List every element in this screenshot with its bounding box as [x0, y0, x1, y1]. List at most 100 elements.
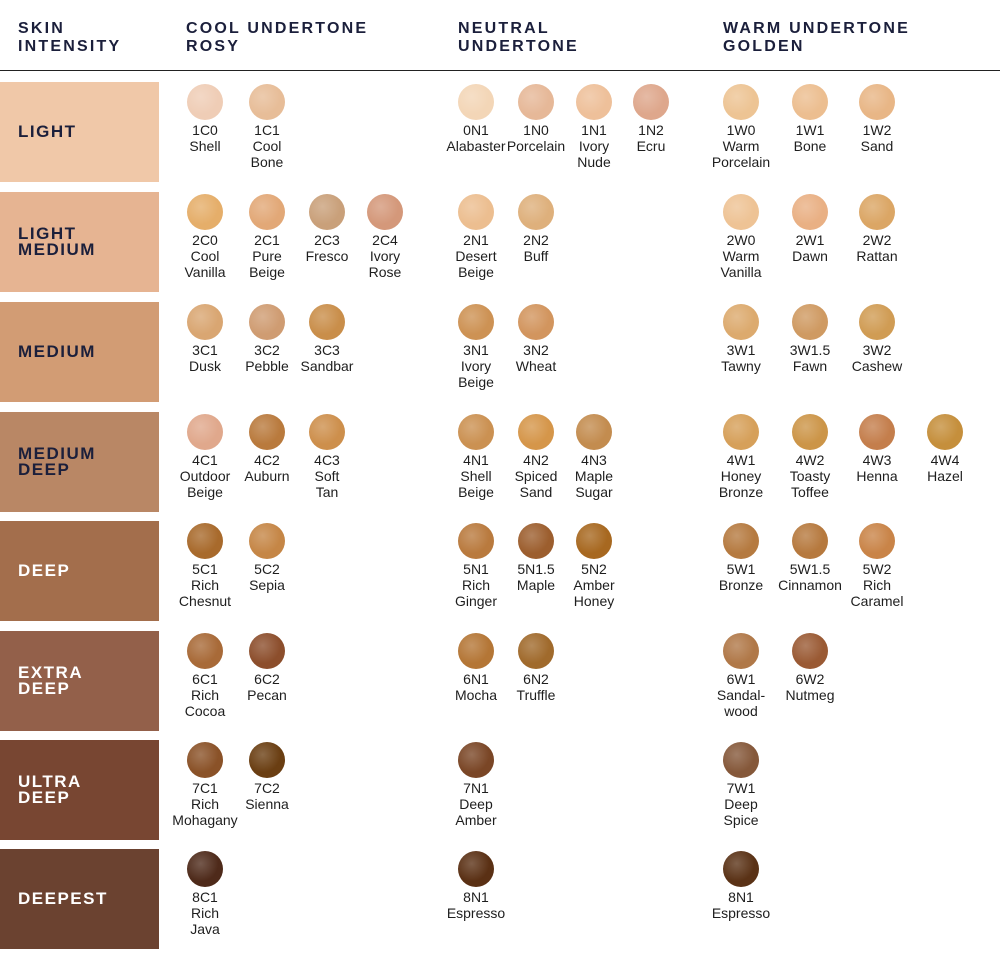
shade-color-dot [723, 851, 759, 887]
shade-swatch[interactable]: 3N1 Ivory Beige [441, 304, 511, 390]
shade-swatch[interactable]: 4C3 Soft Tan [292, 414, 362, 500]
shade-code: 1C1 [254, 122, 280, 138]
shade-code: 5W1 [726, 561, 756, 577]
shade-swatch[interactable]: 5N1 Rich Ginger [441, 523, 511, 609]
shade-swatch[interactable]: 8C1 Rich Java [170, 851, 240, 937]
shade-swatch[interactable]: 3W1.5 Fawn [775, 304, 845, 374]
shade-name: Maple Sugar [574, 468, 614, 500]
shade-swatch[interactable]: 8N1 Espresso [706, 851, 776, 921]
shade-swatch[interactable]: 7C2 Sienna [232, 742, 302, 812]
shade-swatch[interactable]: 5C1 Rich Chesnut [170, 523, 240, 609]
header-cool-undertone-line1: COOL UNDERTONE [186, 20, 369, 37]
shade-color-dot [187, 851, 223, 887]
shade-swatch[interactable]: 5C2 Sepia [232, 523, 302, 593]
intensity-label: DEEPEST [18, 890, 108, 907]
shade-swatch[interactable]: 5W1 Bronze [706, 523, 776, 593]
shade-swatch[interactable]: 2C3 Fresco [292, 194, 362, 264]
shade-swatch[interactable]: 3N2 Wheat [501, 304, 571, 374]
shade-swatch[interactable]: 1W1 Bone [775, 84, 845, 154]
shade-code: 5W2 [862, 561, 892, 577]
shade-swatch[interactable]: 6C1 Rich Cocoa [170, 633, 240, 719]
shade-swatch[interactable]: 6N2 Truffle [501, 633, 571, 703]
shade-swatch[interactable]: 5N1.5 Maple [501, 523, 571, 593]
shade-swatch[interactable]: 3C3 Sandbar [292, 304, 362, 374]
shade-color-dot [187, 523, 223, 559]
shade-swatch[interactable]: 7C1 Rich Mohagany [170, 742, 240, 828]
shade-swatch[interactable]: 3C1 Dusk [170, 304, 240, 374]
shade-name: Cashew [851, 358, 903, 374]
shade-swatch[interactable]: 2N2 Buff [501, 194, 571, 264]
shade-code: 4W3 [862, 452, 892, 468]
shade-swatch[interactable]: 3C2 Pebble [232, 304, 302, 374]
shade-swatch[interactable]: 2C0 Cool Vanilla [170, 194, 240, 280]
shade-code: 6C2 [254, 671, 280, 687]
shade-swatch[interactable]: 6N1 Mocha [441, 633, 511, 703]
shade-code: 8C1 [192, 889, 218, 905]
shade-code: 7C2 [254, 780, 280, 796]
shade-name: Spiced Sand [514, 468, 558, 500]
shade-name: Rattan [856, 248, 898, 264]
shade-swatch[interactable]: 2C4 Ivory Rose [350, 194, 420, 280]
shade-swatch[interactable]: 3W1 Tawny [706, 304, 776, 374]
shade-swatch[interactable]: 4C2 Auburn [232, 414, 302, 484]
shade-name: Ivory Nude [577, 138, 611, 170]
shade-swatch[interactable]: 2W0 Warm Vanilla [706, 194, 776, 280]
shade-name: Dusk [189, 358, 221, 374]
shade-swatch[interactable]: 4W4 Hazel [910, 414, 980, 484]
shade-name: Dawn [792, 248, 828, 264]
shade-name: Espresso [711, 905, 771, 921]
shade-name: Truffle [516, 687, 556, 703]
shade-code: 6C1 [192, 671, 218, 687]
shade-swatch[interactable]: 8N1 Espresso [441, 851, 511, 921]
shade-name: Sandal- wood [716, 687, 766, 719]
shade-swatch[interactable]: 4W2 Toasty Toffee [775, 414, 845, 500]
header-cool-undertone: COOL UNDERTONE ROSY [186, 20, 368, 56]
shade-name: Shell Beige [458, 468, 494, 500]
shade-color-dot [458, 84, 494, 120]
shade-swatch[interactable]: 1N0 Porcelain [501, 84, 571, 154]
shade-swatch[interactable]: 4W1 Honey Bronze [706, 414, 776, 500]
shade-swatch[interactable]: 7W1 Deep Spice [706, 742, 776, 828]
shade-swatch[interactable]: 6W1 Sandal- wood [706, 633, 776, 719]
shade-swatch[interactable]: 4W3 Henna [842, 414, 912, 484]
shade-color-dot [249, 414, 285, 450]
shade-color-dot [859, 523, 895, 559]
shade-swatch[interactable]: 1W2 Sand [842, 84, 912, 154]
shade-swatch[interactable]: 2N1 Desert Beige [441, 194, 511, 280]
shade-swatch[interactable]: 1N1 Ivory Nude [559, 84, 629, 170]
header-cool-undertone-line2: ROSY [186, 38, 241, 55]
intensity-label-line: DEEP [18, 679, 71, 698]
shade-code: 7C1 [192, 780, 218, 796]
shade-swatch[interactable]: 6C2 Pecan [232, 633, 302, 703]
shade-swatch[interactable]: 7N1 Deep Amber [441, 742, 511, 828]
shade-code: 3W2 [862, 342, 892, 358]
shade-code: 2W1 [795, 232, 825, 248]
shade-swatch[interactable]: 1C0 Shell [170, 84, 240, 154]
shade-swatch[interactable]: 2C1 Pure Beige [232, 194, 302, 280]
intensity-label-line: DEEP [18, 460, 71, 479]
shade-swatch[interactable]: 1C1 Cool Bone [232, 84, 302, 170]
shade-swatch[interactable]: 6W2 Nutmeg [775, 633, 845, 703]
shade-swatch[interactable]: 1N2 Ecru [616, 84, 686, 154]
shade-code: 3W1.5 [789, 342, 831, 358]
intensity-label-line: DEEP [18, 561, 71, 580]
shade-name: Hazel [927, 468, 963, 484]
shade-swatch[interactable]: 5W1.5 Cinnamon [775, 523, 845, 593]
shade-swatch[interactable]: 1W0 Warm Porcelain [706, 84, 776, 170]
shade-swatch[interactable]: 4N1 Shell Beige [441, 414, 511, 500]
shade-swatch[interactable]: 5N2 Amber Honey [559, 523, 629, 609]
shade-swatch[interactable]: 5W2 Rich Caramel [842, 523, 912, 609]
shade-swatch[interactable]: 2W1 Dawn [775, 194, 845, 264]
shade-code: 1C0 [192, 122, 218, 138]
shade-swatch[interactable]: 4N3 Maple Sugar [559, 414, 629, 500]
shade-swatch[interactable]: 0N1 Alabaster [441, 84, 511, 154]
shade-name: Sepia [249, 577, 285, 593]
shade-color-dot [458, 523, 494, 559]
shade-name: Rich Cocoa [184, 687, 226, 719]
shade-swatch[interactable]: 4C1 Outdoor Beige [170, 414, 240, 500]
shade-name: Nutmeg [785, 687, 835, 703]
shade-swatch[interactable]: 4N2 Spiced Sand [501, 414, 571, 500]
shade-swatch[interactable]: 2W2 Rattan [842, 194, 912, 264]
shade-code: 1N1 [581, 122, 607, 138]
shade-swatch[interactable]: 3W2 Cashew [842, 304, 912, 374]
